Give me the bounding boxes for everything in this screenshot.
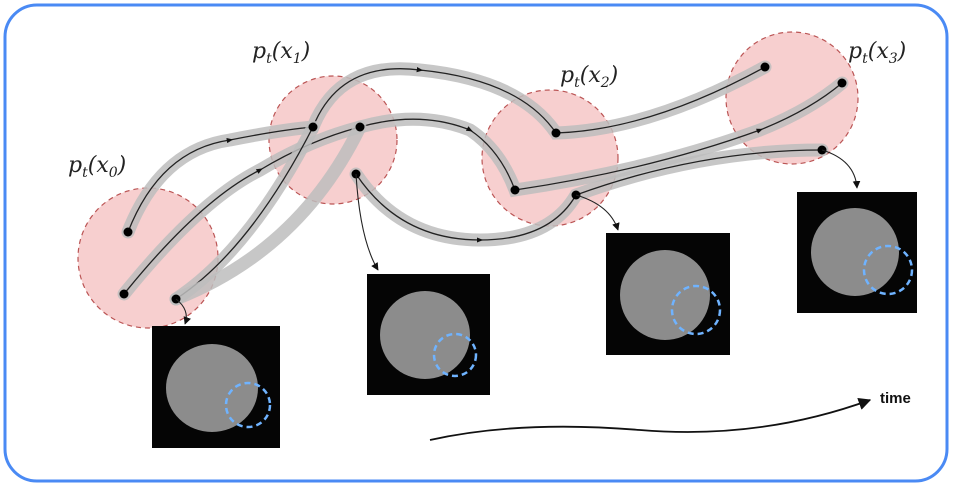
label-part: ) xyxy=(301,39,311,64)
distribution-label: pt(x3) xyxy=(848,39,906,67)
distribution-label: pt(x2) xyxy=(560,63,618,91)
label-part: ) xyxy=(117,153,127,178)
distribution-label: pt(x0) xyxy=(68,153,126,181)
distribution-label: pt(x1) xyxy=(252,39,310,67)
label-part: ) xyxy=(609,63,619,88)
subscript: 3 xyxy=(889,51,898,67)
subscript: 0 xyxy=(109,165,118,181)
subscript: 2 xyxy=(600,75,610,91)
label-part: p xyxy=(560,63,574,88)
diagram: time pt(x0) pt(x1) pt(x2) pt(x3) xyxy=(0,0,953,487)
label-part: (x xyxy=(88,153,110,178)
label-part: (x xyxy=(272,39,294,64)
subscript: 1 xyxy=(293,51,302,67)
label-part: p xyxy=(68,153,82,178)
label-part: ) xyxy=(897,39,907,64)
label-part: p xyxy=(848,39,862,64)
label-part: (x xyxy=(868,39,890,64)
label-part: p xyxy=(252,39,266,64)
label-part: (x xyxy=(580,63,602,88)
time-label: time xyxy=(880,390,911,407)
